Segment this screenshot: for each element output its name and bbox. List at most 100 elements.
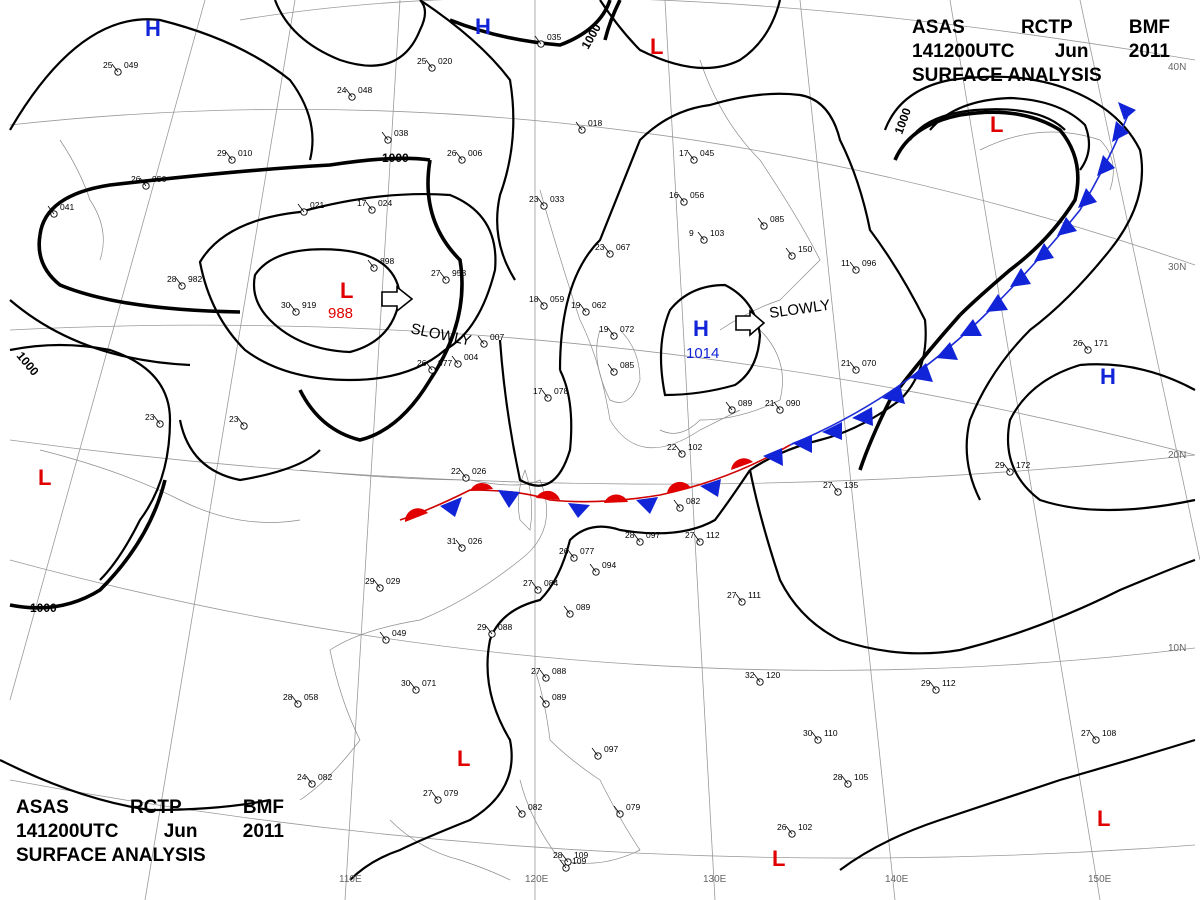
station-plot: 109 [559,856,586,872]
station-temperature: 21 [765,398,775,408]
station-pressure: 029 [386,576,400,586]
station-pressure: 045 [700,148,714,158]
station-pressure: 059 [550,294,564,304]
wind-barb-icon [613,805,621,815]
station-pressure: 084 [544,578,558,588]
wind-barb-icon [1089,731,1097,741]
pressure-center-low: L [650,34,663,59]
pressure-center-high: H [475,14,491,39]
station-temperature: 30 [401,678,411,688]
wind-barb-icon [1081,341,1089,351]
header-title: SURFACE ANALYSIS [912,65,1102,86]
station-plots: 25 049 25 020 24 048 038 29 010 26 006 26 056 041 021 1… [47,32,1116,872]
station-plot: 26 056 [131,174,166,190]
wind-barb-icon [175,277,183,287]
station-pressure: 982 [188,274,202,284]
station-pressure: 062 [592,300,606,310]
station-pressure: 082 [686,496,700,506]
station-plot: 035 [534,32,561,48]
wind-barb-icon [409,681,417,691]
longitude-label: 150E [1088,874,1112,885]
station-pressure: 135 [844,480,858,490]
graticule [9,0,1200,900]
station-temperature: 26 [417,358,427,368]
wind-barb-icon [459,469,467,479]
station-plot: 22 026 [451,466,486,482]
station-plot: 24 082 [297,772,332,788]
station-pressure: 089 [552,692,566,702]
station-plot: 089 [725,398,752,414]
header-agency-code: ASAS [16,797,69,818]
header-title: SURFACE ANALYSIS [16,845,206,866]
station-plot: 23 [229,414,248,430]
station-pressure: 007 [490,332,504,342]
station-pressure: 082 [318,772,332,782]
station-pressure: 120 [766,670,780,680]
wind-barb-icon [425,361,433,371]
header-month: Jun [1054,41,1089,62]
movement-label: SLOWLY [409,320,473,349]
latitude-label: 10N [1168,643,1186,654]
movement-arrow-icon [735,309,766,337]
station-pressure: 070 [862,358,876,368]
wind-barb-icon [675,445,683,455]
station-plot: 28 097 [625,530,660,546]
wind-barb-icon [367,259,375,269]
station-plot: 26 171 [1073,338,1108,354]
wind-barb-icon [365,201,373,211]
station-plot: 007 [477,332,504,348]
station-plot: 29 029 [365,576,400,592]
station-pressure: 089 [576,602,590,612]
station-temperature: 29 [477,622,487,632]
wind-barb-icon [485,625,493,635]
wind-barb-icon [537,297,545,307]
station-pressure: 108 [1102,728,1116,738]
station-temperature: 25 [103,60,113,70]
station-temperature: 26 [777,822,787,832]
station-temperature: 28 [833,772,843,782]
station-temperature: 27 [531,666,541,676]
wind-barb-icon [725,401,733,411]
isobar-label: 1000 [30,601,57,615]
station-temperature: 26 [131,174,141,184]
station-plot: 26 006 [447,148,482,164]
station-temperature: 9 [689,228,694,238]
station-plot: 28 058 [283,692,318,708]
longitude-label: 110E [339,874,362,885]
station-pressure: 056 [690,190,704,200]
station-temperature: 25 [417,56,427,66]
wind-barb-icon [757,217,765,227]
chart-header: ASAS RCTP BMF 141200UTC Jun 2011 SURFACE… [912,16,1170,88]
station-temperature: 22 [451,466,461,476]
header-month: Jun [163,821,198,842]
graticule-labels: 110E 120E 130E 140E 150E 40N 30N 20N 10N [339,62,1186,885]
station-temperature: 23 [595,242,605,252]
latitude-label: 20N [1168,450,1186,461]
station-pressure: 072 [620,324,634,334]
station-plot: 23 067 [595,242,630,258]
station-pressure: 088 [498,622,512,632]
isobars [0,0,1196,881]
wind-barb-icon [289,303,297,313]
station-temperature: 29 [921,678,931,688]
station-plot: 27 953 [431,268,466,284]
header-year: 2011 [1128,41,1170,62]
station-plot: 27 111 [727,590,761,606]
station-temperature: 26 [559,546,569,556]
station-pressure: 096 [862,258,876,268]
station-pressure: 018 [588,118,602,128]
station-plot: 30 110 [803,728,838,744]
station-pressure: 021 [310,200,324,210]
station-temperature: 27 [423,788,433,798]
wind-barb-icon [831,483,839,493]
station-pressure: 041 [60,202,74,212]
wind-barb-icon [591,747,599,757]
wind-barb-icon [237,417,245,427]
station-temperature: 17 [357,198,367,208]
station-pressure: 953 [452,268,466,278]
station-temperature: 24 [297,772,307,782]
station-temperature: 28 [625,530,635,540]
station-temperature: 29 [365,576,375,586]
station-plot: 21 090 [765,398,800,414]
